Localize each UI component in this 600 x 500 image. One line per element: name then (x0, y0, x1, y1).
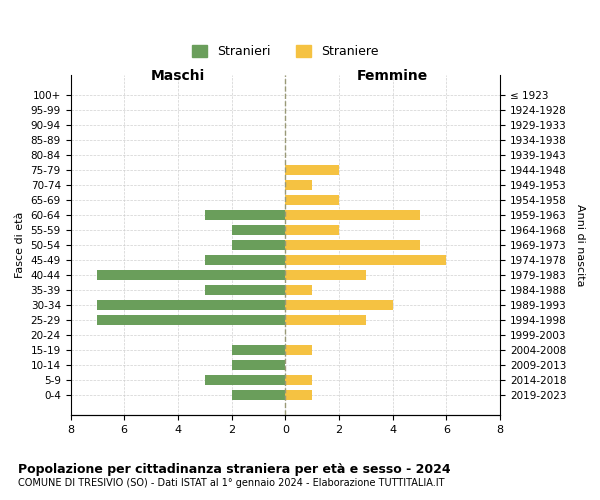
Bar (286, 315, 366, 325)
Bar (286, 375, 312, 385)
Text: Femmine: Femmine (357, 70, 428, 84)
Bar (286, 390, 312, 400)
Bar (232, 345, 286, 355)
Y-axis label: Anni di nascita: Anni di nascita (575, 204, 585, 286)
Bar (286, 270, 366, 280)
Bar (286, 255, 446, 265)
Bar (232, 240, 286, 250)
Text: Popolazione per cittadinanza straniera per età e sesso - 2024: Popolazione per cittadinanza straniera p… (18, 462, 451, 475)
Bar (97, 270, 286, 280)
Text: COMUNE DI TRESIVIO (SO) - Dati ISTAT al 1° gennaio 2024 - Elaborazione TUTTITALI: COMUNE DI TRESIVIO (SO) - Dati ISTAT al … (18, 478, 445, 488)
Bar (232, 390, 286, 400)
Bar (286, 240, 419, 250)
Legend: Stranieri, Straniere: Stranieri, Straniere (187, 40, 383, 64)
Bar (286, 180, 312, 190)
Bar (205, 210, 286, 220)
Bar (97, 315, 286, 325)
Bar (286, 196, 339, 205)
Bar (205, 375, 286, 385)
Y-axis label: Fasce di età: Fasce di età (15, 212, 25, 278)
Text: Maschi: Maschi (151, 70, 205, 84)
Bar (286, 345, 312, 355)
Bar (205, 285, 286, 295)
Bar (286, 166, 339, 175)
Bar (232, 226, 286, 235)
Bar (286, 300, 393, 310)
Bar (286, 285, 312, 295)
Bar (286, 226, 339, 235)
Bar (97, 300, 286, 310)
Bar (205, 255, 286, 265)
Bar (286, 210, 419, 220)
Bar (232, 360, 286, 370)
